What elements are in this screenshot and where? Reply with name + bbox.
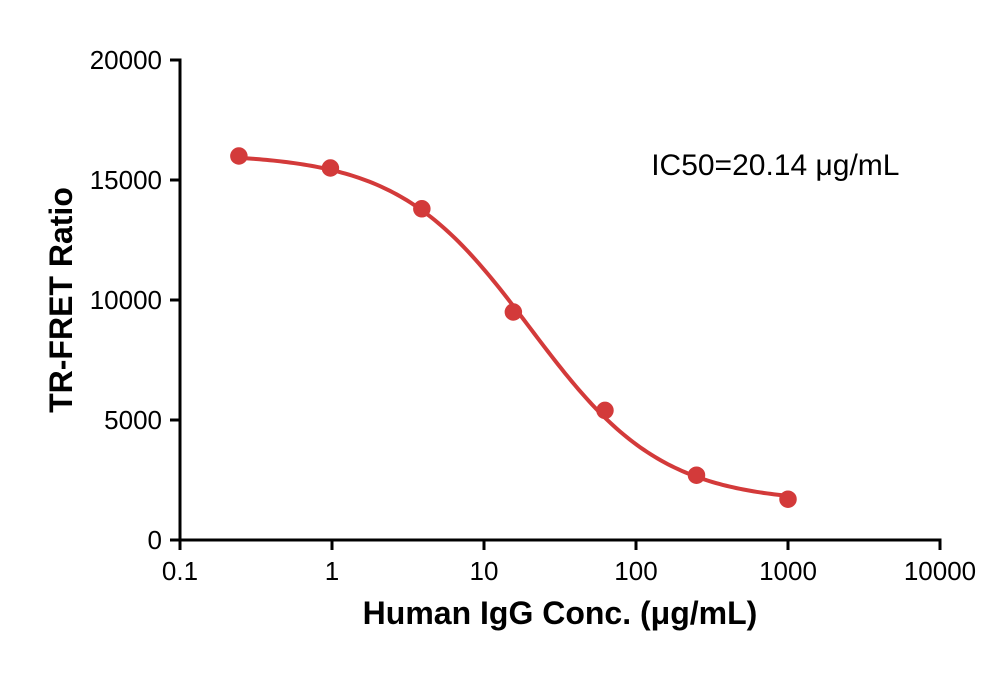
x-tick-label: 1000 bbox=[759, 556, 817, 586]
y-tick-label: 5000 bbox=[104, 405, 162, 435]
data-point bbox=[780, 491, 796, 507]
x-axis-label: Human IgG Conc. (μg/mL) bbox=[363, 595, 758, 631]
y-tick-label: 15000 bbox=[90, 165, 162, 195]
dose-response-chart: 0.1 1 10 100 1000 10000 0 5000 10000 15000 20000 Hu… bbox=[0, 0, 1000, 680]
x-tick-label: 10000 bbox=[904, 556, 976, 586]
data-point bbox=[414, 201, 430, 217]
y-tick-label: 0 bbox=[148, 525, 162, 555]
data-point bbox=[505, 304, 521, 320]
x-tick-label: 10 bbox=[470, 556, 499, 586]
chart-container: 0.1 1 10 100 1000 10000 0 5000 10000 15000 20000 Hu… bbox=[0, 0, 1000, 680]
y-axis-label: TR-FRET Ratio bbox=[43, 187, 79, 413]
ic50-annotation: IC50=20.14 μg/mL bbox=[651, 149, 899, 182]
x-tick-label: 0.1 bbox=[162, 556, 198, 586]
x-tick-label: 1 bbox=[325, 556, 339, 586]
y-tick-label: 20000 bbox=[90, 45, 162, 75]
data-point bbox=[688, 467, 704, 483]
data-point bbox=[231, 148, 247, 164]
x-tick-label: 100 bbox=[614, 556, 657, 586]
data-point bbox=[322, 160, 338, 176]
data-point bbox=[597, 402, 613, 418]
y-tick-label: 10000 bbox=[90, 285, 162, 315]
